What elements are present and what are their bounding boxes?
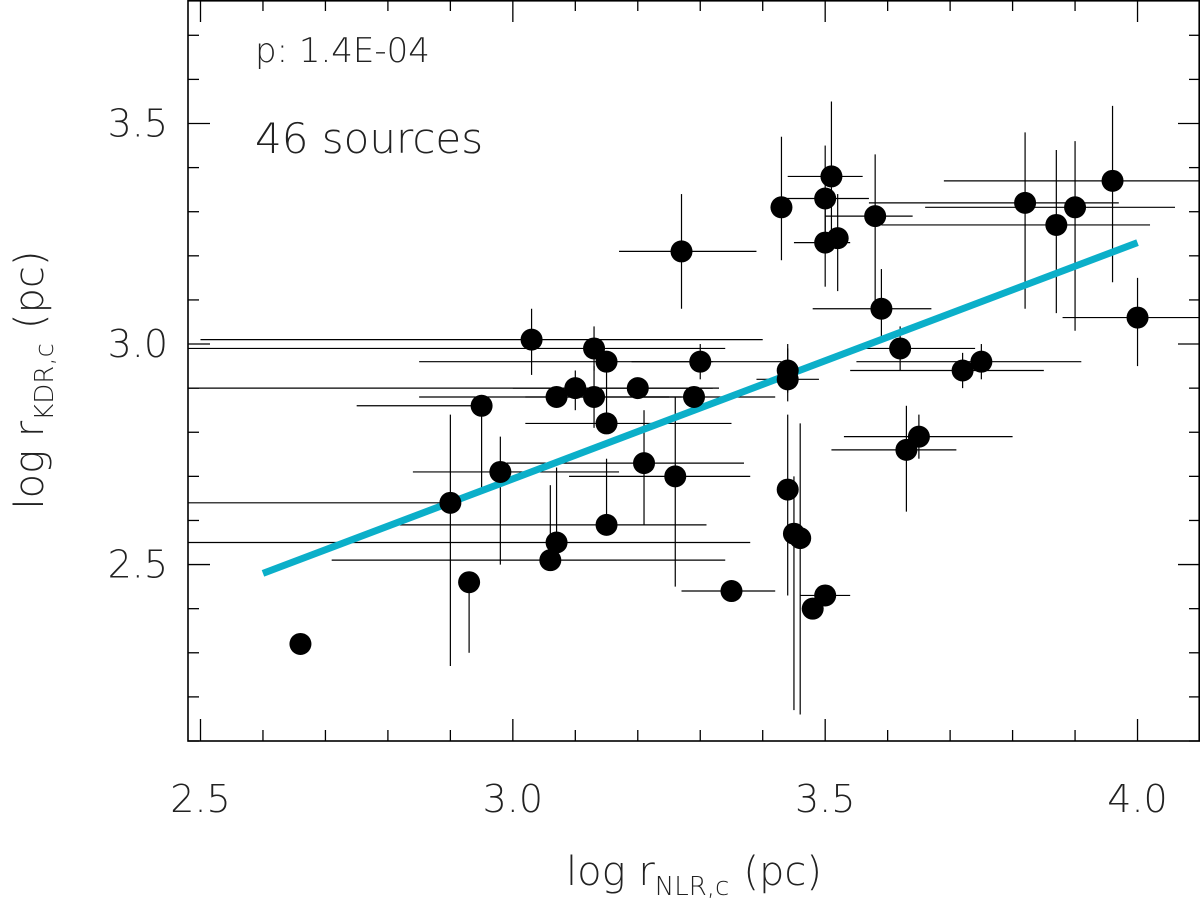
y-tick-label: 2.5 xyxy=(108,543,168,587)
data-point xyxy=(545,385,568,408)
data-point xyxy=(776,359,799,382)
plot-frame xyxy=(187,0,1200,742)
data-point xyxy=(870,297,893,320)
data-point xyxy=(951,359,974,382)
data-point xyxy=(664,465,687,488)
data-point xyxy=(595,412,618,435)
data-point xyxy=(1064,196,1087,219)
source-count-annotation: 46 sources xyxy=(255,114,483,163)
data-points xyxy=(289,165,1149,655)
data-point xyxy=(458,571,481,594)
data-point xyxy=(720,580,743,603)
data-point xyxy=(539,549,562,572)
fit-line xyxy=(261,239,1139,577)
error-bars xyxy=(188,101,1200,715)
data-point xyxy=(633,452,656,475)
data-point xyxy=(889,337,912,360)
data-point xyxy=(289,632,312,655)
data-point xyxy=(1014,191,1037,214)
data-point xyxy=(814,187,837,210)
data-point xyxy=(814,584,837,607)
data-point xyxy=(770,196,793,219)
data-point xyxy=(595,513,618,536)
data-point xyxy=(439,491,462,514)
y-axis-label-unit: (pc) xyxy=(7,250,53,329)
x-axis-label-unit: (pc) xyxy=(743,849,822,895)
data-point xyxy=(583,385,606,408)
data-point xyxy=(489,460,512,483)
data-point xyxy=(907,425,930,448)
x-tick-label: 3.0 xyxy=(483,777,543,821)
fit-line-group xyxy=(261,239,1139,577)
tick-labels: 2.5 3.0 3.5 4.0 2.5 3.0 3.5 xyxy=(108,102,1168,822)
y-tick-label: 3.0 xyxy=(108,322,168,366)
data-point xyxy=(864,205,887,228)
data-point xyxy=(970,350,993,373)
data-point xyxy=(789,527,812,550)
data-point xyxy=(1126,306,1149,329)
data-point xyxy=(545,531,568,554)
x-tick-label: 2.5 xyxy=(170,777,230,821)
data-point xyxy=(564,377,587,400)
data-point xyxy=(826,227,849,250)
data-point xyxy=(1101,169,1124,192)
y-axis-label-main: log r xyxy=(7,420,53,509)
data-point xyxy=(689,350,712,373)
x-axis-label: log rNLR,c (pc) xyxy=(566,849,822,902)
y-axis-label-subscript: KDR,c xyxy=(30,343,60,421)
data-point xyxy=(670,240,693,263)
x-tick-label: 3.5 xyxy=(795,777,855,821)
x-axis-label-subscript: NLR,c xyxy=(655,872,730,902)
data-point xyxy=(520,328,543,351)
data-point xyxy=(626,377,649,400)
y-axis-label: log rKDR,c (pc) xyxy=(7,250,60,509)
axes xyxy=(187,0,1200,742)
p-value-annotation: p: 1.4E-04 xyxy=(255,31,430,71)
y-tick-label: 3.5 xyxy=(108,102,168,146)
data-point xyxy=(470,394,493,417)
x-axis-label-main: log r xyxy=(566,849,655,895)
data-point xyxy=(1045,213,1068,236)
data-point xyxy=(776,478,799,501)
data-point xyxy=(820,165,843,188)
x-tick-label: 4.0 xyxy=(1107,777,1167,821)
data-point xyxy=(595,350,618,373)
data-point xyxy=(683,385,705,408)
